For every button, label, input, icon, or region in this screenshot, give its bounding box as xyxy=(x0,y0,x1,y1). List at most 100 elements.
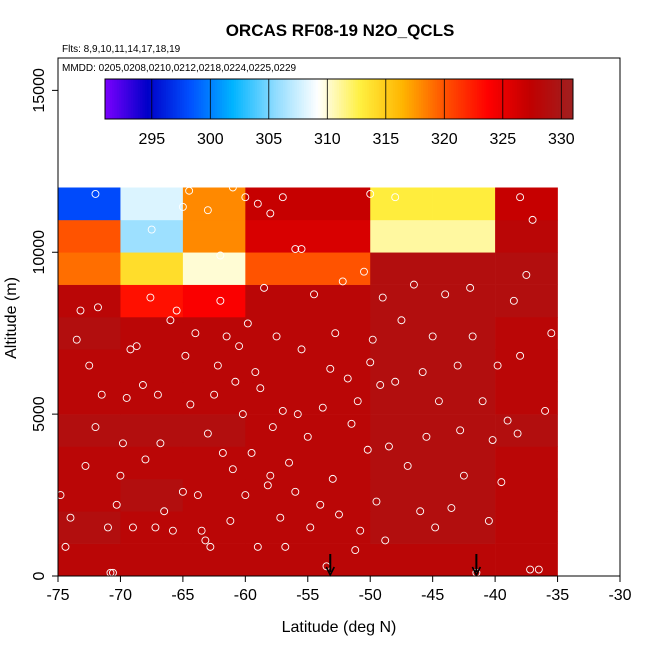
x-axis: -75 -70 -65 -60 -55 -50 -45 -40 -35 -30 xyxy=(46,576,632,604)
heatmap-cell xyxy=(245,511,371,544)
heatmap-cell xyxy=(432,187,496,221)
heatmap-cell xyxy=(58,284,121,318)
sample-point xyxy=(206,542,215,551)
sample-point xyxy=(372,497,381,506)
sample-point xyxy=(335,510,343,519)
colorbar-segment xyxy=(505,79,508,119)
sample-point xyxy=(291,487,300,496)
colorbar-segment xyxy=(320,79,324,119)
colorbar-segment xyxy=(350,79,354,119)
colorbar-segment xyxy=(158,79,162,119)
sample-point xyxy=(66,513,75,522)
colorbar-segment xyxy=(250,79,253,119)
colorbar-segment xyxy=(329,79,333,119)
colorbar-segment xyxy=(121,79,125,119)
sample-point xyxy=(243,319,252,328)
colorbar-segment xyxy=(116,79,120,119)
sample-point xyxy=(141,455,150,464)
colorbar-segment xyxy=(210,79,214,119)
heatmap-cell xyxy=(182,317,246,350)
sample-point xyxy=(326,364,335,373)
heatmap-cell xyxy=(120,446,184,480)
colorbar-segment xyxy=(509,79,513,119)
heatmap-cell xyxy=(182,187,246,221)
sample-point xyxy=(376,381,385,389)
heatmap-cell xyxy=(120,414,184,447)
colorbar-segment xyxy=(406,79,410,119)
colorbar-segment xyxy=(535,79,539,119)
colorbar-segment xyxy=(165,79,169,119)
x-tick-label: -65 xyxy=(171,587,194,604)
colorbar-segment xyxy=(149,79,153,119)
sample-point xyxy=(478,397,487,406)
colorbar-segment xyxy=(296,79,300,119)
heatmap-cell xyxy=(58,511,121,544)
sample-point xyxy=(266,209,275,218)
colorbar-segment xyxy=(570,79,574,119)
sample-point xyxy=(353,397,362,406)
colorbar-segment xyxy=(105,79,108,119)
colorbar-segment xyxy=(416,79,419,119)
x-axis-label: Latitude (deg N) xyxy=(282,619,397,636)
sample-point xyxy=(391,377,400,386)
colorbar-segment xyxy=(144,79,148,119)
x-tick-label: -35 xyxy=(546,587,569,604)
sample-point xyxy=(185,186,194,195)
heatmap-cell xyxy=(120,219,184,253)
colorbar-segment xyxy=(317,79,321,119)
colorbar-segment xyxy=(413,79,417,119)
colorbar-segment xyxy=(135,79,139,119)
sample-point xyxy=(397,316,406,325)
sample-point xyxy=(278,193,287,202)
colorbar-segment xyxy=(294,79,298,119)
ship-arrows xyxy=(325,554,482,577)
sample-point xyxy=(516,351,525,360)
sample-point xyxy=(385,442,393,451)
heatmap-cell xyxy=(370,349,496,383)
sample-point xyxy=(186,400,195,409)
sample-point xyxy=(94,303,102,312)
colorbar-segment xyxy=(385,79,389,119)
sample-point xyxy=(116,471,125,480)
colorbar-segment xyxy=(395,79,398,119)
colorbar-segment xyxy=(530,79,534,119)
sample-point xyxy=(281,542,290,551)
colorbar-segment xyxy=(310,79,314,119)
colorbar-segment xyxy=(465,79,469,119)
colorbar-segment xyxy=(161,79,164,119)
heatmap-cell xyxy=(58,543,121,577)
colorbar-segment xyxy=(411,79,415,119)
sample-point xyxy=(272,332,281,341)
sample-point xyxy=(428,332,437,341)
sample-point xyxy=(97,390,106,399)
colorbar-segment xyxy=(301,79,305,119)
colorbar-segment xyxy=(151,79,155,119)
colorbar-segment xyxy=(271,79,274,119)
sample-point xyxy=(213,361,222,370)
sample-point xyxy=(104,523,112,532)
colorbar-segment xyxy=(287,79,291,119)
colorbar-segment xyxy=(420,79,424,119)
sample-point xyxy=(168,526,177,535)
colorbar-segment xyxy=(229,79,232,119)
sample-point xyxy=(210,390,219,399)
colorbar-segment xyxy=(175,79,178,119)
colorbar-segment xyxy=(315,79,319,119)
colorbar-segment xyxy=(409,79,412,119)
colorbar-segment xyxy=(460,79,464,119)
x-tick-label: -45 xyxy=(421,587,444,604)
colorbar-segment xyxy=(519,79,522,119)
sample-point xyxy=(306,523,315,532)
heatmap-cell xyxy=(370,511,496,544)
colorbar-tick-label: 300 xyxy=(197,131,224,148)
colorbar-segment xyxy=(554,79,558,119)
heatmap-cell xyxy=(120,252,184,285)
colorbar-segment xyxy=(357,79,361,119)
heatmap-cell xyxy=(182,219,246,253)
colorbar-segment xyxy=(378,79,382,119)
sample-point xyxy=(253,542,262,551)
colorbar-segment xyxy=(254,79,258,119)
colorbar-segment xyxy=(360,79,363,119)
heatmap-cell xyxy=(245,414,371,447)
